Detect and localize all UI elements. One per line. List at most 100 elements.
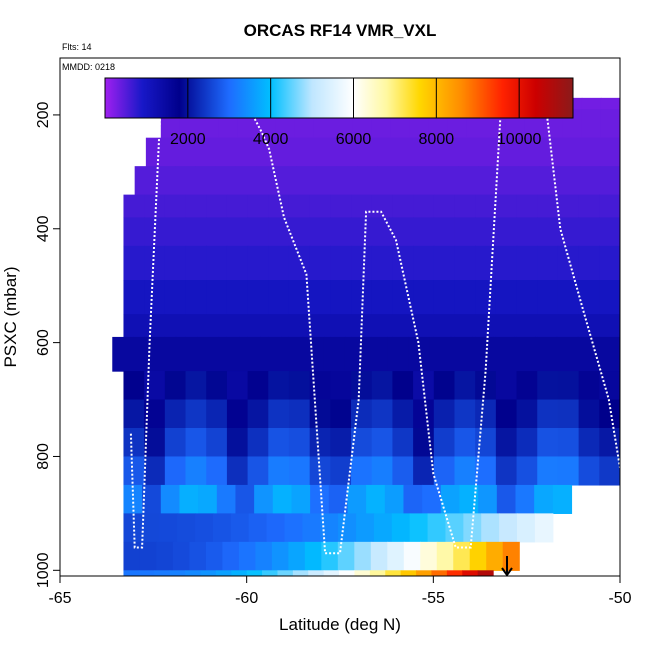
heatmap-cell — [123, 280, 145, 315]
heatmap-cell — [537, 194, 559, 218]
heatmap-cell — [392, 194, 414, 218]
heatmap-cell — [248, 513, 268, 543]
heatmap-cell — [309, 314, 331, 338]
heatmap-cell — [433, 245, 456, 281]
heatmap-cell — [309, 428, 331, 458]
down-arrow-icon — [501, 556, 513, 577]
heatmap-cell — [481, 513, 500, 543]
heatmap-cell — [255, 541, 273, 571]
heatmap-cell — [578, 280, 600, 315]
heatmap-cell — [247, 194, 269, 218]
heatmap-cell — [179, 484, 199, 514]
heatmap-cell — [247, 280, 269, 315]
heatmap-cell — [216, 484, 237, 514]
heatmap-cell — [185, 137, 206, 167]
heatmap-cell — [459, 484, 479, 514]
heatmap-cell — [330, 217, 352, 247]
heatmap-cell — [218, 336, 240, 372]
x-axis-label: Latitude (deg N) — [279, 615, 401, 634]
heatmap-cell — [599, 456, 620, 486]
heatmap-cell — [230, 513, 250, 543]
heatmap-cell — [145, 137, 167, 167]
heatmap-cell — [142, 484, 162, 514]
heatmap-cell — [239, 336, 261, 372]
heatmap-cell — [495, 194, 518, 218]
heatmap-cell — [264, 137, 285, 167]
heatmap-cell — [599, 280, 620, 315]
heatmap-cell — [400, 570, 417, 576]
heatmap-cell — [557, 217, 580, 247]
heatmap-cell — [578, 245, 600, 281]
heatmap-cell — [495, 456, 518, 486]
heatmap-cell — [260, 336, 283, 372]
heatmap-cell — [557, 280, 580, 315]
heatmap-cell — [238, 541, 256, 571]
heatmap-cell — [454, 314, 476, 338]
colorbar-ticks: 2000 4000 6000 8000 10000 — [170, 78, 542, 148]
heatmap-cell — [347, 484, 367, 514]
heatmap-cell — [330, 280, 352, 315]
heatmap-cell — [226, 371, 249, 401]
heatmap-cell — [351, 194, 373, 218]
heatmap-cell — [123, 541, 141, 571]
heatmap-cell — [123, 217, 145, 247]
heatmap-cell — [338, 513, 357, 543]
heatmap-cell — [262, 570, 279, 576]
heatmap-cells — [112, 97, 620, 576]
heatmap-cell — [302, 336, 325, 372]
heatmap-cell — [433, 428, 456, 458]
heatmap-cell — [247, 217, 269, 247]
heatmap-cell — [123, 399, 145, 429]
heatmap-cell — [371, 314, 394, 338]
heatmap-cell — [268, 245, 290, 281]
heatmap-cell — [354, 570, 371, 576]
heatmap-cell — [357, 166, 378, 196]
heatmap-cell — [454, 371, 476, 401]
heatmap-cell — [164, 194, 187, 218]
heatmap-cell — [516, 428, 538, 458]
heatmap-cell — [123, 371, 145, 401]
heatmap-cell — [247, 428, 269, 458]
heatmap-cell — [309, 245, 331, 281]
heatmap-cell — [215, 570, 232, 576]
heatmap-cell — [475, 399, 497, 429]
heatmap-cell — [123, 456, 145, 486]
heatmap-cell — [296, 166, 318, 196]
heatmap-cell — [557, 194, 580, 218]
heatmap-cell — [172, 541, 191, 571]
heatmap-cell — [156, 541, 174, 571]
heatmap-cell — [268, 456, 290, 486]
heatmap-cell — [112, 336, 135, 372]
heatmap-cell — [309, 194, 331, 218]
heatmap-cell — [177, 513, 196, 543]
heatmap-cell — [387, 336, 410, 372]
heatmap-cell — [416, 570, 433, 576]
heatmap-cell — [495, 428, 518, 458]
heatmap-cell — [392, 314, 414, 338]
x-tick-label: -50 — [608, 590, 631, 607]
heatmap-cell — [185, 194, 207, 218]
heatmap-cell — [578, 314, 600, 338]
heatmap-cell — [559, 166, 581, 196]
heatmap-cell — [189, 541, 207, 571]
date-note: MMDD: 0218 — [62, 62, 115, 72]
heatmap-cell — [537, 280, 559, 315]
heatmap-cell — [235, 484, 255, 514]
heatmap-cell — [330, 428, 352, 458]
heatmap-cell — [413, 314, 435, 338]
heatmap-cell — [195, 513, 214, 543]
heatmap-cell — [599, 314, 620, 338]
heatmap-cell — [440, 484, 461, 514]
heatmap-cell — [478, 484, 498, 514]
heatmap-cell — [154, 336, 177, 372]
heatmap-cell — [481, 137, 503, 167]
heatmap-cell — [495, 399, 518, 429]
heatmap-cell — [198, 484, 218, 514]
heatmap-cell — [123, 513, 142, 543]
heatmap-cell — [268, 217, 290, 247]
chart-title: ORCAS RF14 VMR_VXL — [244, 21, 437, 40]
heatmap-cell — [516, 399, 538, 429]
heatmap-cell — [471, 336, 494, 372]
x-axis: -65 -60 -55 -50 — [48, 576, 632, 607]
heatmap-cell — [387, 541, 405, 571]
